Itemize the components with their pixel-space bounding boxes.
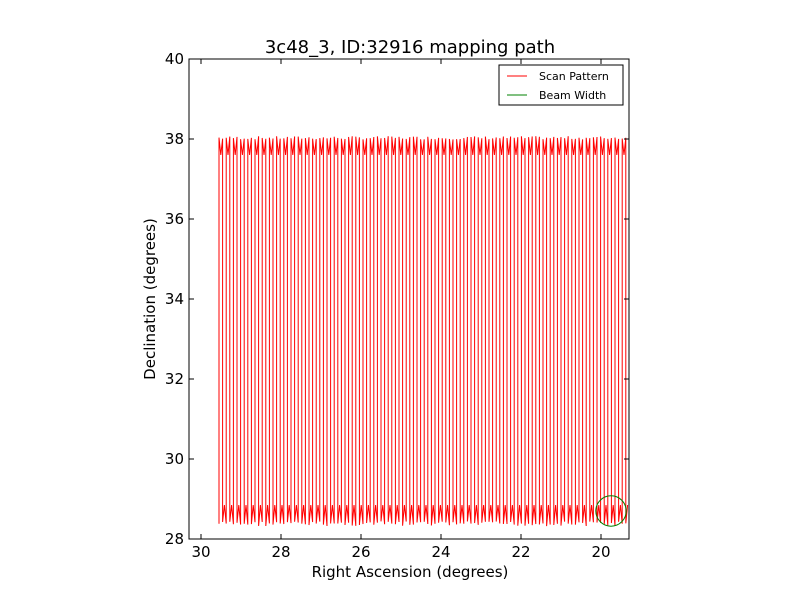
x-tick-label: 30 — [191, 543, 210, 561]
scan-pattern-line — [218, 136, 629, 527]
x-tick-label: 26 — [351, 543, 370, 561]
legend-label-scan-pattern: Scan Pattern — [539, 70, 609, 83]
y-tick-label: 28 — [165, 530, 184, 548]
x-tick-label: 20 — [591, 543, 610, 561]
y-tick-label: 32 — [165, 370, 184, 388]
x-tick-label: 28 — [271, 543, 290, 561]
y-tick-label: 38 — [165, 130, 184, 148]
y-tick-label: 34 — [165, 290, 184, 308]
y-tick-label: 40 — [165, 50, 184, 68]
x-tick-label: 24 — [431, 543, 450, 561]
x-tick-label: 22 — [511, 543, 530, 561]
x-axis-label: Right Ascension (degrees) — [312, 563, 509, 581]
legend-label-beam-width: Beam Width — [539, 89, 606, 102]
plot-area: 30 28 26 24 22 20 28 30 32 34 36 38 40 — [165, 50, 630, 561]
legend: Scan Pattern Beam Width — [498, 64, 624, 106]
y-axis-label: Declination (degrees) — [141, 218, 159, 380]
y-tick-label: 30 — [165, 450, 184, 468]
legend-box — [498, 64, 624, 106]
y-tick-label: 36 — [165, 210, 184, 228]
chart-title: 3c48_3, ID:32916 mapping path — [265, 37, 555, 58]
beam-width-circle — [595, 495, 627, 527]
